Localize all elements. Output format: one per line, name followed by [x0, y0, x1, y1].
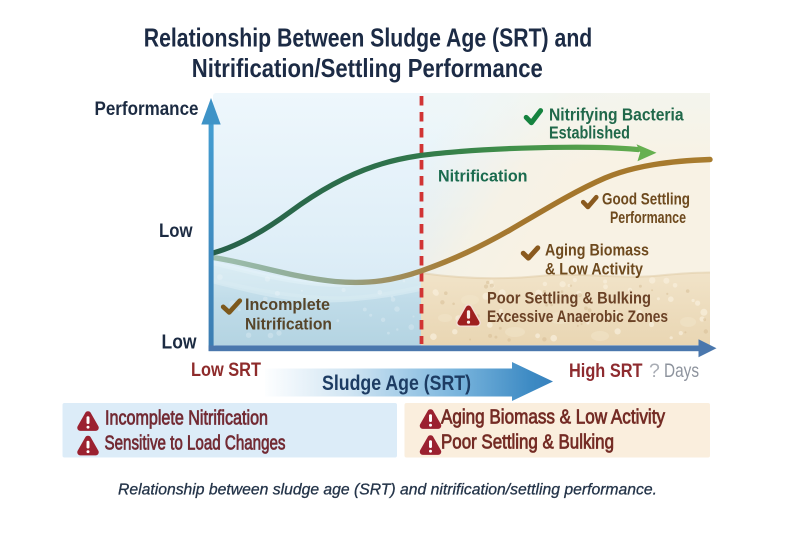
svg-text:Nitrification: Nitrification — [245, 316, 332, 334]
svg-text:Nitrifying Bacteria: Nitrifying Bacteria — [549, 104, 684, 124]
svg-text:Aging Biomass & Low Activity: Aging Biomass & Low Activity — [441, 407, 665, 429]
svg-text:Low SRT: Low SRT — [191, 359, 261, 381]
svg-text:Performance: Performance — [610, 209, 686, 227]
svg-text:& Low Activity: & Low Activity — [545, 260, 644, 278]
svg-text:Incomplete Nitrification: Incomplete Nitrification — [105, 408, 268, 430]
svg-text:Days: Days — [664, 360, 699, 382]
svg-text:Relationship Between Sludge Ag: Relationship Between Sludge Age (SRT) an… — [144, 23, 593, 53]
svg-text:Sensitive to Load Changes: Sensitive to Load Changes — [105, 433, 286, 455]
svg-text:Excessive Anaerobic Zones: Excessive Anaerobic Zones — [487, 308, 668, 326]
svg-text:Nitrification/Settling Perform: Nitrification/Settling Performance — [192, 53, 543, 83]
svg-text:Good Settling: Good Settling — [602, 190, 690, 208]
svg-text:Low: Low — [159, 221, 193, 242]
svg-text:?: ? — [649, 360, 660, 382]
svg-text:Performance: Performance — [95, 99, 199, 120]
svg-text:Relationship between sludge ag: Relationship between sludge age (SRT) an… — [118, 482, 657, 499]
svg-text:Nitrification: Nitrification — [438, 167, 528, 186]
svg-text:Poor Settling & Bulking: Poor Settling & Bulking — [487, 290, 651, 308]
svg-text:Aging Biomass: Aging Biomass — [545, 241, 649, 259]
svg-text:Incomplete: Incomplete — [245, 296, 330, 314]
svg-text:High SRT: High SRT — [569, 360, 643, 382]
svg-text:Sludge Age (SRT): Sludge Age (SRT) — [322, 372, 471, 395]
svg-text:Low: Low — [162, 332, 197, 354]
svg-text:Poor Settling & Bulking: Poor Settling & Bulking — [441, 432, 614, 454]
svg-text:Established: Established — [549, 122, 630, 142]
